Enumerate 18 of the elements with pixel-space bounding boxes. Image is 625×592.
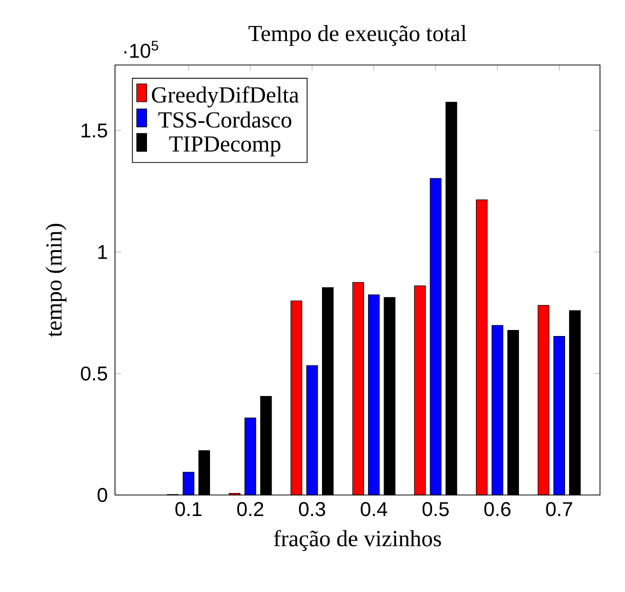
x-axis-title: fração de vizinhos xyxy=(274,530,441,552)
x-tick-label: 0.7 xyxy=(546,502,572,516)
x-tick-label: 0.2 xyxy=(237,502,264,516)
legend-label: TIPDecomp xyxy=(169,136,280,156)
x-tick-label: 0.3 xyxy=(298,502,326,516)
legend-label: TSS-Cordasco xyxy=(158,111,292,128)
y-tick-label: 0.5 xyxy=(80,366,108,381)
y-axis-title: tempo (min) xyxy=(46,224,66,337)
x-tick-label: 0.1 xyxy=(175,502,202,516)
x-tick-label: 0.6 xyxy=(484,502,510,516)
chart-title: Tempo de exeução total xyxy=(248,25,466,46)
x-tick-label: 0.5 xyxy=(422,502,449,516)
x-tick-label: 0.4 xyxy=(360,502,388,516)
text: ·10$^{5}$ xyxy=(124,40,158,58)
y-tick-label: 0 xyxy=(98,488,108,502)
legend-label: GreedyDifDelta xyxy=(152,86,299,108)
y-tick-label: 1 xyxy=(98,245,107,259)
y-tick-label: 1.5 xyxy=(82,124,108,138)
